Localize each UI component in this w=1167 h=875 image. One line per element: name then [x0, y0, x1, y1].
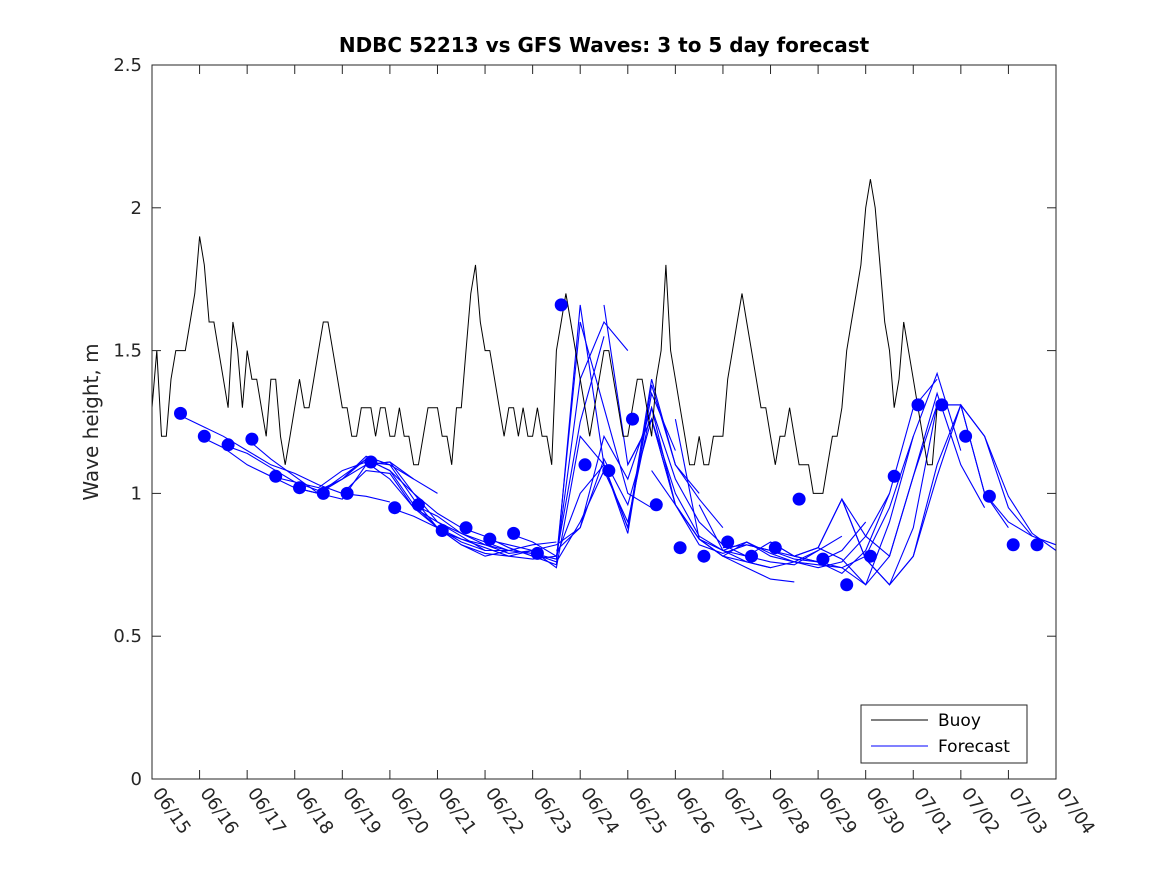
y-tick-label: 1.5: [113, 341, 142, 362]
x-tick-label: 07/02: [957, 784, 1004, 839]
y-tick-label: 0.5: [113, 626, 142, 647]
forecast-point: [1030, 538, 1044, 552]
y-tick-label: 1: [131, 483, 142, 504]
forecast-points: [174, 298, 1044, 592]
forecast-point: [816, 552, 830, 566]
forecast-point: [697, 549, 711, 563]
y-axis-label: Wave height, m: [79, 343, 103, 500]
x-tick-label: 06/24: [576, 784, 623, 839]
x-tick-label: 07/01: [909, 784, 956, 839]
forecast-point: [388, 501, 402, 515]
chart-title: NDBC 52213 vs GFS Waves: 3 to 5 day fore…: [339, 33, 870, 57]
forecast-point: [245, 432, 259, 446]
forecast-point: [1006, 538, 1020, 552]
y-tick-label: 2: [131, 198, 142, 219]
forecast-point: [411, 498, 425, 512]
x-tick-label: 06/25: [624, 784, 671, 839]
forecast-point: [221, 438, 235, 452]
forecast-point: [673, 541, 687, 555]
forecast-line: [889, 403, 1057, 586]
x-tick-label: 07/03: [1004, 784, 1051, 839]
forecast-line: [722, 378, 938, 575]
forecast-point: [840, 578, 854, 592]
forecast-point: [887, 469, 901, 483]
forecast-line: [175, 412, 391, 503]
forecast-point: [459, 521, 473, 535]
forecast-point: [364, 455, 378, 469]
forecast-point: [554, 298, 568, 312]
forecast-line: [532, 405, 747, 563]
x-tick-label: 06/15: [148, 784, 195, 839]
forecast-point: [911, 398, 925, 412]
forecast-line: [627, 417, 843, 566]
forecast-point: [745, 549, 758, 563]
forecast-point: [483, 532, 497, 546]
forecast-point: [626, 412, 639, 426]
plot-background: [152, 65, 1056, 779]
forecast-line: [437, 321, 652, 560]
forecast-point: [530, 546, 544, 560]
forecast-line: [389, 336, 605, 560]
x-tick-label: 06/29: [814, 784, 861, 839]
forecast-line: [365, 461, 581, 554]
x-tick-label: 06/27: [719, 784, 766, 839]
y-tick-label: 0: [131, 769, 142, 790]
forecast-point: [721, 535, 735, 549]
forecast-line: [674, 418, 890, 569]
forecast-point: [935, 398, 949, 412]
x-tick-label: 06/16: [195, 784, 242, 839]
forecast-line: [318, 458, 533, 557]
x-tick-label: 06/17: [243, 784, 290, 839]
forecast-line: [841, 403, 1057, 586]
x-tick-label: 06/23: [529, 784, 576, 839]
plot-area: [151, 65, 1057, 779]
forecast-point: [602, 464, 616, 478]
x-tick-label: 06/26: [671, 784, 718, 839]
forecast-point: [340, 486, 354, 500]
forecast-point: [293, 481, 306, 495]
x-tick-label: 06/22: [481, 784, 528, 839]
legend: Buoy Forecast: [860, 704, 1028, 764]
legend-forecast-label: Forecast: [938, 737, 1010, 757]
forecast-point: [174, 406, 187, 420]
forecast-point: [197, 429, 211, 443]
forecast-point: [768, 541, 782, 555]
x-tick-label: 07/04: [1052, 784, 1099, 839]
forecast-point: [649, 498, 663, 512]
forecast-line: [484, 384, 700, 569]
forecast-point: [982, 489, 996, 503]
forecast-point: [316, 486, 330, 500]
forecast-point: [435, 524, 449, 537]
x-tick-label: 06/20: [386, 784, 433, 839]
forecast-point: [959, 429, 973, 443]
y-tick-label: 2.5: [113, 55, 142, 76]
forecast-point: [863, 549, 877, 563]
buoy-line: [151, 179, 938, 494]
legend-buoy-label: Buoy: [938, 711, 981, 731]
forecast-point: [578, 458, 592, 472]
axes-box: [151, 64, 1057, 780]
forecast-point: [507, 526, 521, 540]
forecast-lines: [175, 304, 1057, 586]
x-tick-label: 06/21: [433, 784, 480, 839]
y-axis: 0 0.5 1 1.5 2 2.5: [113, 55, 1056, 790]
x-tick-label: 06/18: [291, 784, 338, 839]
x-tick-label: 06/28: [766, 784, 813, 839]
forecast-point: [269, 469, 283, 483]
x-tick-label: 06/19: [338, 784, 385, 839]
buoy-series: [151, 179, 938, 494]
x-tick-label: 06/30: [862, 784, 909, 839]
legend-box: [860, 704, 1028, 764]
forecast-point: [792, 492, 806, 506]
